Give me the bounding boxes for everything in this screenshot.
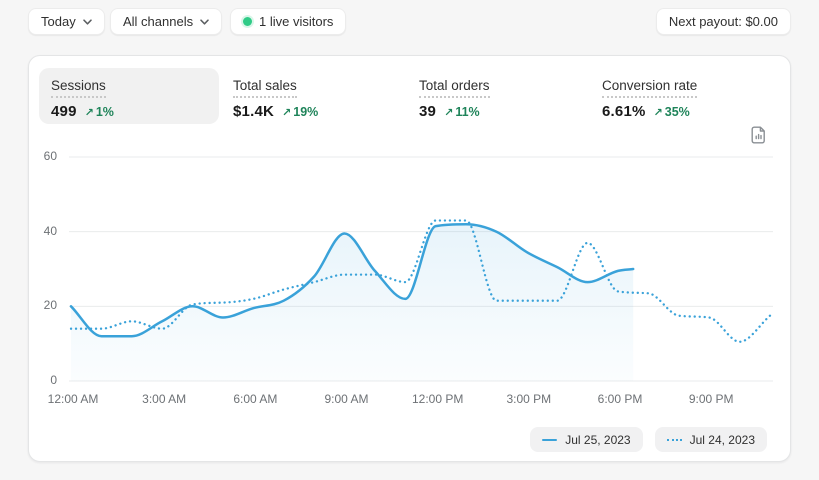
metric-conversion-rate[interactable]: Conversion rate 6.61% ↗ 35%	[602, 77, 698, 120]
legend-label: Jul 25, 2023	[565, 432, 631, 447]
metric-label: Total orders	[419, 78, 490, 98]
live-visitors-badge[interactable]: 1 live visitors	[230, 8, 347, 35]
metric-label: Total sales	[233, 78, 297, 98]
metric-label: Sessions	[51, 78, 106, 98]
metric-tile-sessions[interactable]: Sessions 499 ↗ 1%	[39, 68, 219, 124]
chevron-down-icon	[200, 19, 209, 25]
legend-dotted-line-icon	[666, 438, 682, 441]
y-axis-label: 0	[50, 373, 57, 387]
next-payout-label: Next payout: $0.00	[668, 14, 778, 29]
y-axis-label: 40	[43, 223, 57, 238]
metric-delta: ↗ 19%	[282, 105, 319, 119]
area-fill	[71, 224, 634, 381]
metric-value: $1.4K	[233, 103, 275, 120]
metric-label: Conversion rate	[602, 78, 698, 98]
metric-value: 499	[51, 103, 77, 120]
metric-total-sales[interactable]: Total sales $1.4K ↗ 19%	[233, 77, 318, 120]
legend-item-jul24: Jul 24, 2023	[654, 427, 767, 452]
metric-delta: ↗ 11%	[444, 105, 480, 119]
legend-solid-line-icon	[542, 438, 558, 441]
metric-value: 39	[419, 103, 437, 120]
x-axis-label: 6:00 AM	[233, 392, 278, 406]
live-visitors-label: 1 live visitors	[259, 14, 334, 29]
chevron-down-icon	[82, 19, 92, 25]
metric-delta: ↗ 1%	[84, 105, 114, 119]
metric-value: 6.61%	[602, 103, 646, 120]
x-axis-label: 3:00 AM	[142, 392, 187, 406]
date-range-label: Today	[41, 14, 76, 29]
analytics-card: Sessions 499 ↗ 1% Total sales $1.4K ↗ 19…	[28, 55, 791, 462]
x-axis-label: 3:00 PM	[506, 392, 552, 406]
series-line-jul-25-2023	[69, 222, 635, 338]
legend-label: Jul 24, 2023	[689, 432, 755, 447]
y-axis-label: 20	[43, 298, 57, 313]
channels-label: All channels	[123, 14, 194, 29]
x-axis-label: 9:00 AM	[324, 392, 369, 406]
legend-item-jul25: Jul 25, 2023	[530, 427, 643, 452]
x-axis-label: 12:00 AM	[47, 392, 99, 406]
next-payout-button[interactable]: Next payout: $0.00	[655, 8, 791, 35]
trend-up-icon: ↗	[282, 106, 292, 119]
live-dot-icon	[243, 17, 252, 26]
topbar: Today All channels 1 live visitors Next …	[0, 0, 819, 48]
trend-up-icon: ↗	[444, 106, 454, 119]
report-icon[interactable]	[751, 126, 767, 144]
trend-up-icon: ↗	[653, 106, 663, 119]
x-axis-label: 9:00 PM	[688, 392, 734, 406]
date-range-button[interactable]: Today	[28, 8, 105, 35]
channels-button[interactable]: All channels	[110, 8, 223, 35]
chart-legend: Jul 25, 2023 Jul 24, 2023	[530, 427, 767, 452]
metric-delta: ↗ 35%	[653, 105, 690, 119]
series-line-jul-24-2023	[69, 219, 772, 343]
metric-total-orders[interactable]: Total orders 39 ↗ 11%	[419, 77, 490, 120]
x-axis-label: 12:00 PM	[411, 392, 464, 406]
y-axis-label: 60	[43, 149, 57, 163]
x-axis-label: 6:00 PM	[597, 392, 643, 406]
trend-up-icon: ↗	[84, 106, 94, 119]
